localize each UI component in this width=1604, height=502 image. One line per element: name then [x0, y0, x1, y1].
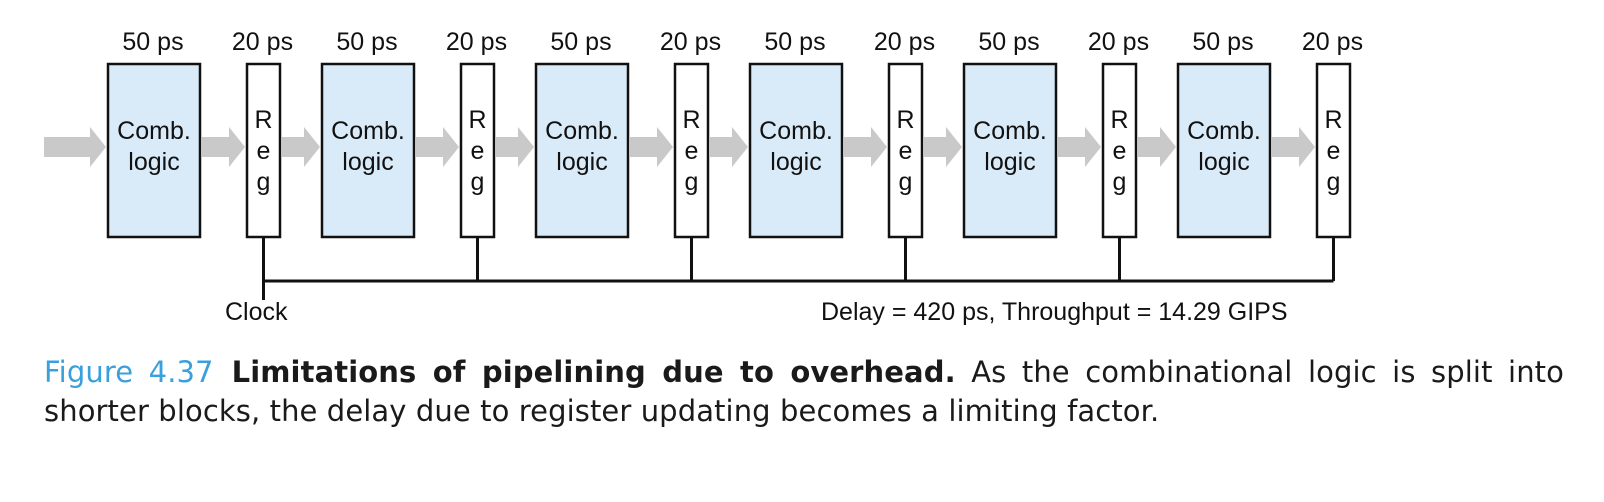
- flow-arrow-9: [1058, 127, 1101, 167]
- flow-arrow-0: [44, 127, 106, 167]
- comb-logic-label: logic: [984, 148, 1035, 176]
- comb-logic-block-1: [106, 62, 202, 239]
- flow-arrow-6: [710, 127, 748, 167]
- register-block-4: [887, 62, 924, 239]
- logic-delay-label-2: 50 ps: [336, 28, 397, 56]
- comb-logic-label: logic: [556, 148, 607, 176]
- clock-network: [262, 237, 1335, 300]
- register-block-1: [245, 62, 282, 239]
- register-delay-label-4: 20 ps: [874, 28, 935, 56]
- register-label-letter: R: [468, 106, 486, 134]
- register-label-letter: R: [254, 106, 272, 134]
- clock-label: Clock: [225, 298, 288, 326]
- figure-caption: Figure 4.37 Limitations of pipelining due…: [44, 353, 1564, 431]
- register-block-5: [1101, 62, 1138, 239]
- register-label-letter: R: [896, 106, 914, 134]
- register-label-letter: g: [257, 168, 271, 196]
- logic-delay-label-5: 50 ps: [978, 28, 1039, 56]
- register-block-2: [459, 62, 496, 239]
- register-label-letter: g: [899, 168, 913, 196]
- comb-logic-label: logic: [342, 148, 393, 176]
- arrows-layer: [44, 127, 1315, 167]
- comb-logic-block-5: [962, 62, 1058, 239]
- register-label-letter: e: [471, 137, 485, 165]
- register-label-letter: e: [899, 137, 913, 165]
- comb-logic-label: Comb.: [545, 117, 619, 145]
- logic-delay-label-6: 50 ps: [1192, 28, 1253, 56]
- register-label-letter: R: [682, 106, 700, 134]
- register-block-3: [673, 62, 710, 239]
- logic-delay-label-4: 50 ps: [764, 28, 825, 56]
- register-delay-label-3: 20 ps: [660, 28, 721, 56]
- register-label-letter: e: [1113, 137, 1127, 165]
- register-label-letter: e: [1327, 137, 1341, 165]
- register-delay-label-1: 20 ps: [232, 28, 293, 56]
- register-label-letter: g: [685, 168, 699, 196]
- comb-logic-label: logic: [1198, 148, 1249, 176]
- comb-logic-label: Comb.: [759, 117, 833, 145]
- register-label-letter: e: [257, 137, 271, 165]
- figure-title: Limitations of pipelining due to overhea…: [231, 355, 956, 389]
- flow-arrow-10: [1138, 127, 1176, 167]
- delay-throughput-label: Delay = 420 ps, Throughput = 14.29 GIPS: [821, 298, 1288, 326]
- register-label-letter: R: [1324, 106, 1342, 134]
- flow-arrow-1: [202, 127, 245, 167]
- register-label-letter: e: [685, 137, 699, 165]
- register-label-letter: R: [1110, 106, 1128, 134]
- comb-logic-block-4: [748, 62, 844, 239]
- register-label-letter: g: [1113, 168, 1127, 196]
- comb-logic-block-6: [1176, 62, 1272, 239]
- comb-logic-block-2: [320, 62, 416, 239]
- comb-logic-label: Comb.: [973, 117, 1047, 145]
- flow-arrow-4: [496, 127, 534, 167]
- register-delay-label-5: 20 ps: [1088, 28, 1149, 56]
- logic-delay-label-3: 50 ps: [550, 28, 611, 56]
- figure-number: Figure 4.37: [44, 355, 214, 389]
- logic-delay-label-1: 50 ps: [122, 28, 183, 56]
- figure-caption-text: As the combinational logic is split into…: [44, 355, 1564, 428]
- comb-logic-label: logic: [128, 148, 179, 176]
- register-delay-label-2: 20 ps: [446, 28, 507, 56]
- comb-logic-block-3: [534, 62, 630, 239]
- flow-arrow-2: [282, 127, 320, 167]
- flow-arrow-11: [1272, 127, 1315, 167]
- register-label-letter: g: [1327, 168, 1341, 196]
- comb-logic-label: Comb.: [117, 117, 191, 145]
- comb-logic-label: logic: [770, 148, 821, 176]
- flow-arrow-5: [630, 127, 673, 167]
- flow-arrow-8: [924, 127, 962, 167]
- flow-arrow-7: [844, 127, 887, 167]
- register-delay-label-6: 20 ps: [1302, 28, 1363, 56]
- flow-arrow-3: [416, 127, 459, 167]
- comb-logic-label: Comb.: [1187, 117, 1261, 145]
- register-label-letter: g: [471, 168, 485, 196]
- comb-logic-label: Comb.: [331, 117, 405, 145]
- register-block-6: [1315, 62, 1352, 239]
